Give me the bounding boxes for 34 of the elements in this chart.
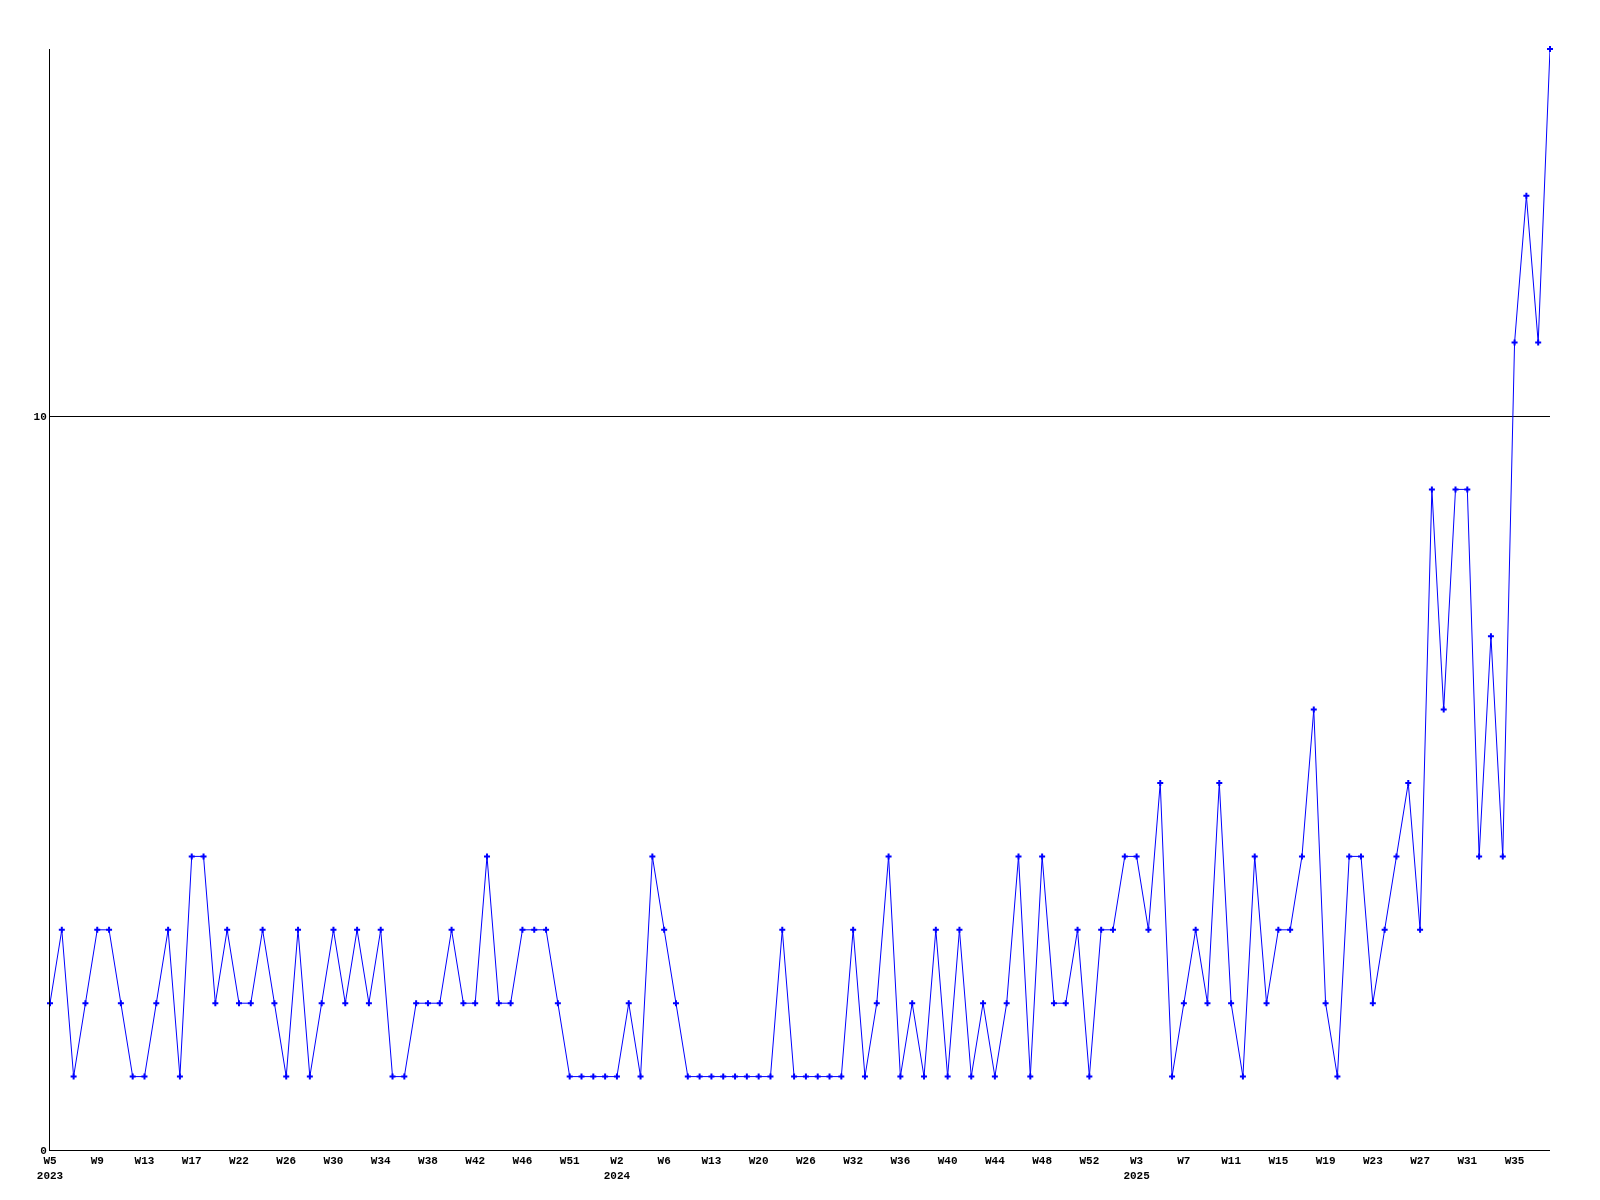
x-tick-label: W26: [796, 1155, 816, 1168]
x-tick-label: W7: [1177, 1155, 1191, 1168]
x-tick-label: W34: [370, 1155, 392, 1168]
x-tick-label: W52: [1079, 1155, 1100, 1168]
x-tick-label: W17: [181, 1155, 202, 1168]
y-tick-label: 0: [40, 1144, 47, 1157]
x-tick-label: W46: [512, 1155, 533, 1168]
x-tick-label: W42: [465, 1155, 486, 1168]
x-tick-label: W26: [276, 1155, 297, 1168]
x-tick-label: W5 2023: [36, 1155, 64, 1182]
x-tick-label: W15: [1268, 1155, 1289, 1168]
x-tick-label: W3 2025: [1123, 1155, 1151, 1182]
x-tick-label: W44: [984, 1155, 1006, 1168]
x-tick-label: W38: [418, 1155, 439, 1168]
x-tick-label: W9: [90, 1155, 104, 1168]
x-tick-label: W19: [1315, 1155, 1336, 1168]
x-tick-label: W13: [701, 1155, 722, 1168]
x-tick-label: W51: [559, 1155, 580, 1168]
x-tick-label: W30: [323, 1155, 344, 1168]
x-tick-label: W13: [134, 1155, 155, 1168]
x-tick-label: W40: [937, 1155, 958, 1168]
x-tick-label: W2 2024: [603, 1155, 631, 1182]
x-tick-label: W35: [1504, 1155, 1525, 1168]
x-tick-label: W27: [1410, 1155, 1430, 1168]
x-tick-label: W32: [843, 1155, 864, 1168]
y-tick-label: 10: [33, 410, 47, 423]
x-tick-label: W23: [1362, 1155, 1384, 1168]
x-tick-label: W6: [657, 1155, 671, 1168]
x-tick-label: W20: [748, 1155, 769, 1168]
x-tick-label: W36: [890, 1155, 911, 1168]
x-tick-label: W11: [1221, 1155, 1242, 1168]
x-tick-label: W48: [1032, 1155, 1053, 1168]
x-tick-label: W22: [229, 1155, 249, 1168]
x-tick-label: W31: [1457, 1155, 1478, 1168]
